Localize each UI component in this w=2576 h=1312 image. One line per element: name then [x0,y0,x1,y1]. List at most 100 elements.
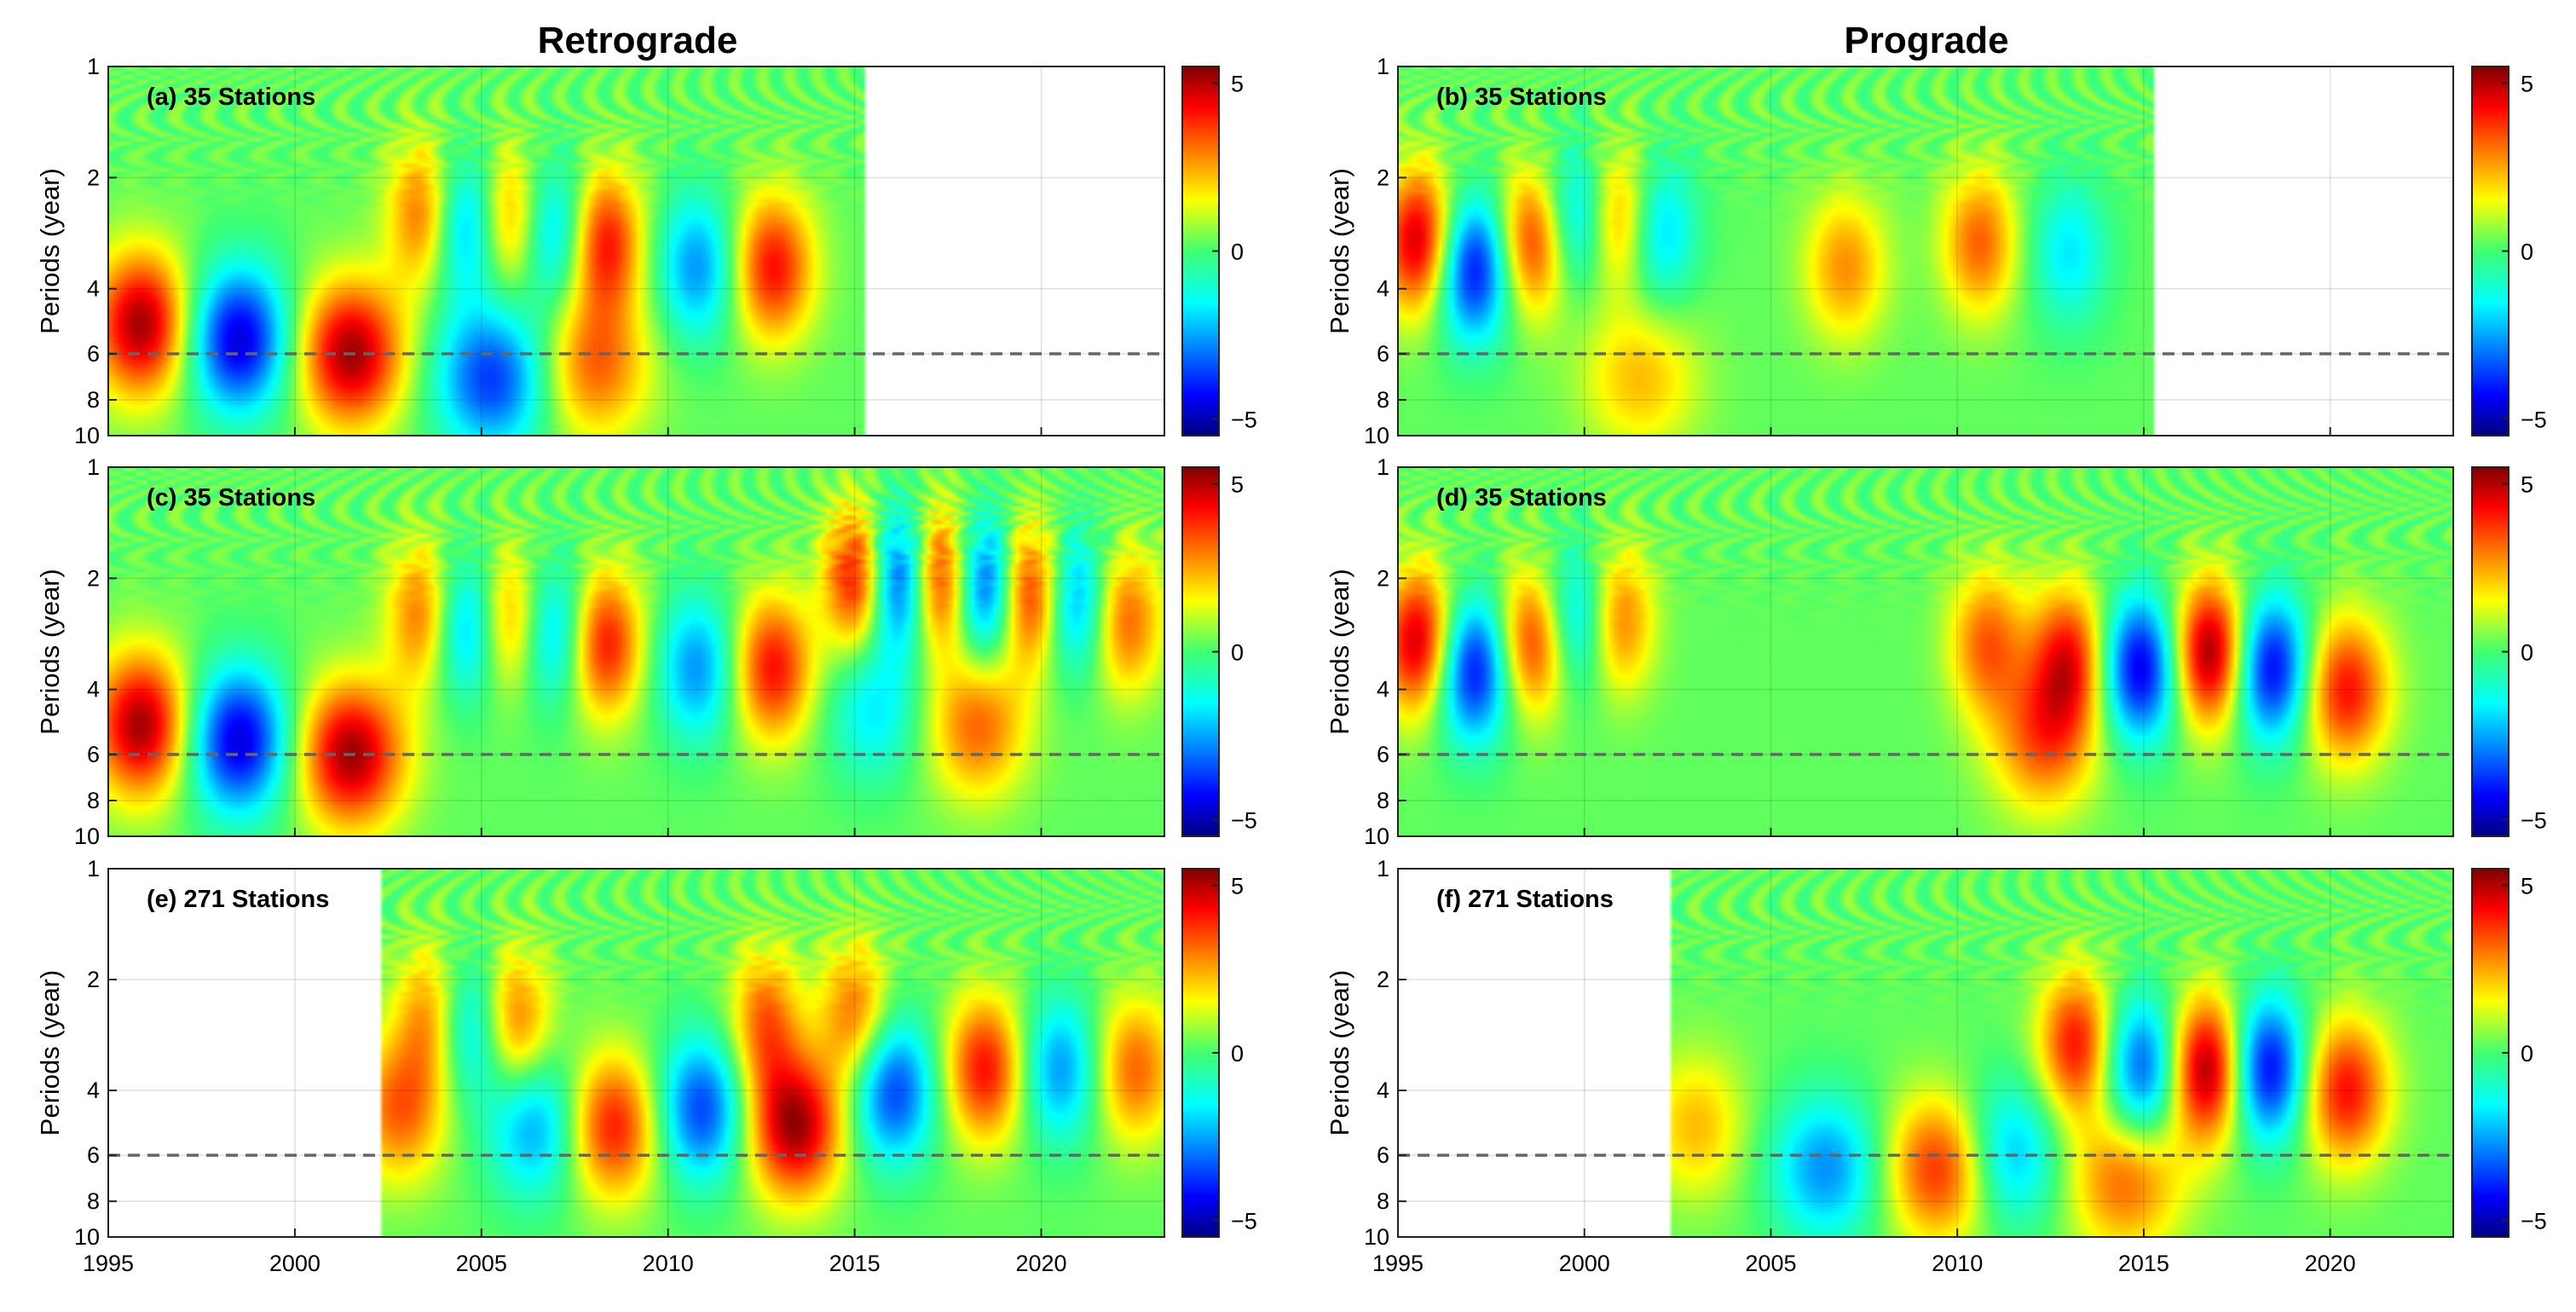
y-tick-label: 1 [1377,454,1389,480]
axes-frame [107,466,1165,837]
axes-frame [1397,868,2454,1238]
y-tick-label: 6 [1377,1142,1389,1168]
colorbar-tick-label: −5 [2521,807,2547,833]
heatmap-field-e [108,869,1164,1237]
y-tick-label: 1 [87,454,100,480]
x-tick-label: 1995 [1372,1251,1424,1276]
panel-label: (b) 35 Stations [1436,84,1607,111]
panel-label: (c) 35 Stations [147,484,315,512]
y-tick-label: 4 [87,677,100,702]
y-tick-label: 4 [1377,1078,1389,1103]
heatmap-field-b [1398,66,2453,436]
y-tick-label: 1 [1377,856,1389,881]
y-tick-label: 8 [87,1188,100,1214]
y-tick-label: 10 [1364,1224,1389,1250]
axes-frame [1397,466,2454,837]
colorbar-tick-label: 5 [1231,72,1244,97]
panel-b: 1 2 4 6 8 10 Periods (year) (b) 35 Stations 5 0 −5 [1325,54,2547,448]
colorbar-tick-label: −5 [2521,407,2547,432]
x-tick-label: 2020 [1015,1251,1066,1276]
colorbar-tick-label: 0 [1231,240,1244,265]
title-prograde: Prograde [1844,20,2008,61]
colorbar-tick-label: 0 [2521,240,2533,265]
y-tick-label: 8 [87,387,100,413]
y-axis-label: Periods (year) [35,168,65,334]
y-axis-label: Periods (year) [35,970,65,1136]
y-tick-label: 2 [1377,165,1389,190]
heatmap-field-a [108,66,1164,436]
panel-d: 1 2 4 6 8 10 Periods (year) (d) 35 Stations 5 0 −5 [1325,454,2547,849]
colorbar-tick-label: −5 [1231,1208,1257,1234]
colorbar-tick-label: −5 [2521,1208,2547,1234]
y-tick-label: 8 [1377,788,1389,813]
colorbar-tick-label: 5 [2521,874,2533,899]
y-tick-label: 1 [87,54,100,79]
x-tick-label: 2005 [1745,1251,1796,1276]
x-tick-label: 2015 [829,1251,881,1276]
colorbar-tick-label: 0 [1231,1041,1244,1066]
colorbar-tick-label: 5 [2521,472,2533,498]
y-tick-label: 10 [1364,824,1389,849]
x-tick-label: 2010 [1932,1251,1983,1276]
y-tick-label: 6 [1377,742,1389,767]
panel-label: (e) 271 Stations [147,886,329,913]
y-tick-label: 4 [87,276,100,302]
y-axis-label: Periods (year) [1325,168,1354,334]
y-tick-label: 10 [74,1224,100,1250]
y-tick-label: 6 [87,1142,100,1168]
y-tick-label: 2 [87,967,100,992]
y-tick-label: 8 [1377,387,1389,413]
axes-frame [107,868,1165,1238]
y-tick-label: 4 [1377,677,1389,702]
panel-a: 1 2 4 6 8 10 Periods (year) (a) 35 Stations 5 0 −5 [35,54,1257,448]
x-tick-label: 1995 [83,1251,134,1276]
x-tick-label: 2005 [456,1251,507,1276]
y-tick-label: 8 [1377,1188,1389,1214]
x-tick-label: 2020 [2305,1251,2356,1276]
y-tick-label: 2 [87,165,100,190]
colorbar-tick-label: 5 [2521,72,2533,97]
heatmap-field-f [1398,869,2453,1237]
y-tick-label: 1 [1377,54,1389,79]
panel-label: (a) 35 Stations [147,84,315,111]
panel-label: (d) 35 Stations [1436,484,1607,512]
title-retrograde: Retrograde [538,20,738,61]
y-tick-label: 2 [1377,967,1389,992]
y-tick-label: 6 [87,341,100,367]
y-axis-label: Periods (year) [1325,569,1354,735]
y-tick-label: 10 [74,824,100,849]
colorbar-tick-label: 5 [1231,874,1244,899]
y-tick-label: 4 [1377,276,1389,302]
x-tick-label: 2000 [1559,1251,1610,1276]
panel-c: 1 2 4 6 8 10 Periods (year) (c) 35 Stations 5 0 −5 [35,454,1257,849]
heatmap-field-d [1398,467,2453,836]
y-tick-label: 1 [87,856,100,881]
y-tick-label: 10 [74,423,100,448]
colorbar-tick-label: 0 [2521,640,2533,666]
axes-frame [1397,66,2454,436]
y-tick-label: 2 [1377,565,1389,591]
colorbar-tick-label: −5 [1231,807,1257,833]
y-axis-label: Periods (year) [1325,970,1354,1136]
y-tick-label: 8 [87,788,100,813]
colorbar-tick-label: 0 [2521,1041,2533,1066]
y-tick-label: 4 [87,1078,100,1103]
heatmap-field-c [108,467,1164,836]
y-tick-label: 10 [1364,423,1389,448]
x-tick-label: 2015 [2118,1251,2169,1276]
x-tick-label: 2000 [269,1251,321,1276]
axes-frame [107,66,1165,436]
y-axis-label: Periods (year) [35,569,65,735]
panel-label: (f) 271 Stations [1436,886,1614,913]
y-tick-label: 6 [1377,341,1389,367]
y-tick-label: 2 [87,565,100,591]
colorbar-tick-label: 0 [1231,640,1244,666]
x-tick-label: 2010 [643,1251,694,1276]
y-tick-label: 6 [87,742,100,767]
colorbar-tick-label: −5 [1231,407,1257,432]
colorbar-tick-label: 5 [1231,472,1244,498]
